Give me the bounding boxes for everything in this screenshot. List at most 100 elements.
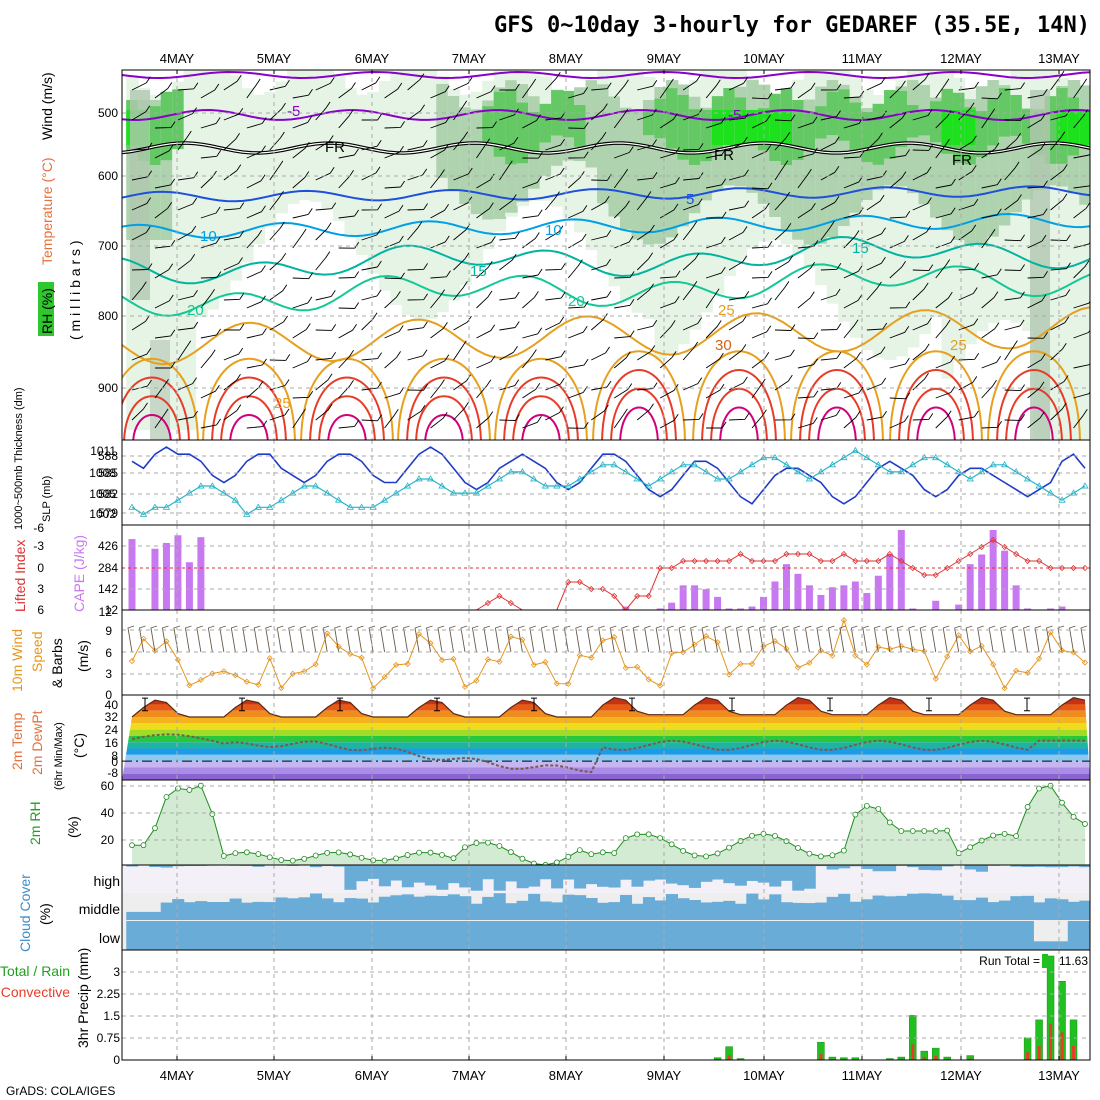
- wind-barb: [338, 420, 359, 429]
- surface-wind-barb: [1000, 625, 1007, 653]
- surface-wind-barb: [426, 625, 433, 653]
- thickness-point: [254, 503, 263, 510]
- lifted-tick: 6: [37, 603, 44, 617]
- ylabel-lifted-index: Lifted Index: [12, 540, 28, 612]
- cloud-high: [1044, 865, 1057, 868]
- wind-barb: [728, 344, 747, 361]
- rh-shade-dark: [665, 88, 679, 149]
- wind-speed-point: [1001, 685, 1008, 692]
- wind-barb: [223, 293, 245, 301]
- wind-barb: [453, 281, 468, 301]
- cloud-high: [608, 865, 621, 888]
- surface-wind-barb: [506, 625, 514, 653]
- wind-barb: [1050, 289, 1071, 301]
- wind-barb: [567, 259, 583, 279]
- wind-barb: [683, 413, 704, 421]
- cloud-middle: [700, 902, 713, 920]
- cloud-low: [149, 921, 162, 950]
- cloud-low: [137, 921, 150, 950]
- thickness-point: [553, 482, 561, 489]
- slp-tick: 1011: [90, 444, 116, 458]
- precip-convective-bar: [922, 1056, 926, 1060]
- rh-2m-point: [416, 849, 422, 856]
- wind-barb: [590, 103, 608, 121]
- wind-barb: [384, 145, 404, 159]
- wind-barb: [407, 104, 425, 121]
- surface-wind-barb: [1069, 625, 1076, 653]
- cloud-middle: [998, 900, 1011, 920]
- precip-convective-bar: [899, 1058, 903, 1060]
- wind-barb: [430, 204, 449, 219]
- rh-shade-dark: [149, 106, 162, 165]
- surface-wind-barb: [885, 625, 892, 653]
- wind-barb: [361, 352, 382, 361]
- wind-barb: [269, 315, 288, 331]
- cloud-middle: [872, 895, 885, 920]
- wind-barb: [728, 136, 748, 151]
- cloud-low: [688, 921, 701, 950]
- precip-tick: 0.75: [97, 1031, 121, 1045]
- surface-wind-barb: [850, 625, 858, 653]
- surface-wind-barb: [184, 625, 192, 653]
- wind-barb: [223, 107, 244, 121]
- cloud-middle: [218, 901, 231, 920]
- wind-barb: [591, 404, 609, 421]
- temp-contour-warm: [512, 395, 570, 440]
- cloud-middle: [838, 893, 851, 920]
- date-label-bottom: 7MAY: [452, 1068, 487, 1083]
- wind-barb: [476, 138, 490, 159]
- wind-barb: [706, 211, 727, 219]
- date-label-bottom: 10MAY: [743, 1068, 785, 1083]
- rh-shade-dark: [998, 88, 1012, 137]
- wind10m-panel: [127, 617, 1089, 692]
- wind-barb: [820, 263, 842, 271]
- cloud-low: [562, 921, 575, 950]
- wind-barb: [522, 383, 541, 399]
- cloud-middle: [206, 902, 219, 920]
- wind-barb: [1073, 260, 1090, 279]
- wind-barb: [866, 346, 886, 361]
- surface-wind-barb: [827, 625, 835, 653]
- thickness-point: [300, 482, 308, 489]
- wind-speed-point: [278, 685, 285, 692]
- thickness-point: [599, 461, 607, 468]
- wind-barb: [614, 330, 635, 339]
- ylabel-2m-rh: 2m RH: [27, 801, 43, 845]
- wind-barb: [269, 379, 290, 391]
- wind-barb: [1027, 411, 1045, 429]
- precip-convective-bar: [934, 1055, 938, 1060]
- cloud-low: [677, 921, 690, 950]
- lifted-index-point: [634, 592, 641, 600]
- wind-barb: [659, 351, 677, 369]
- cloud-middle: [539, 901, 552, 920]
- cloud-middle: [803, 903, 816, 920]
- cloud-low: [447, 921, 460, 950]
- lifted-index-point: [507, 599, 514, 607]
- wind-barb: [154, 408, 169, 429]
- cloud-middle: [252, 901, 265, 920]
- rh-2m-point: [289, 857, 296, 864]
- thickness-point: [794, 468, 802, 475]
- temp-contour-warm: [996, 369, 1072, 440]
- cape-bar: [162, 542, 170, 610]
- wind-barb: [430, 289, 445, 309]
- temp-band: [122, 717, 1090, 724]
- wind-barb: [292, 272, 314, 280]
- wind-barb: [384, 409, 399, 429]
- wind-barb: [476, 202, 494, 219]
- thickness-point: [679, 461, 687, 468]
- wind-barb: [843, 352, 861, 369]
- wind-barb: [728, 77, 748, 91]
- wind-barb: [705, 320, 722, 339]
- rh-2m-point: [932, 828, 939, 834]
- cloud-high: [780, 865, 793, 881]
- cloud-level-high: high: [94, 873, 120, 889]
- wind-barb: [797, 291, 815, 309]
- wind-barb: [1027, 332, 1048, 339]
- wind-speed-point: [1036, 655, 1043, 662]
- wind-barb: [200, 328, 221, 339]
- surface-wind-barb: [724, 625, 732, 653]
- contour-label: 15: [852, 240, 869, 257]
- temp-band: [122, 761, 1090, 768]
- wind-barb: [659, 112, 678, 129]
